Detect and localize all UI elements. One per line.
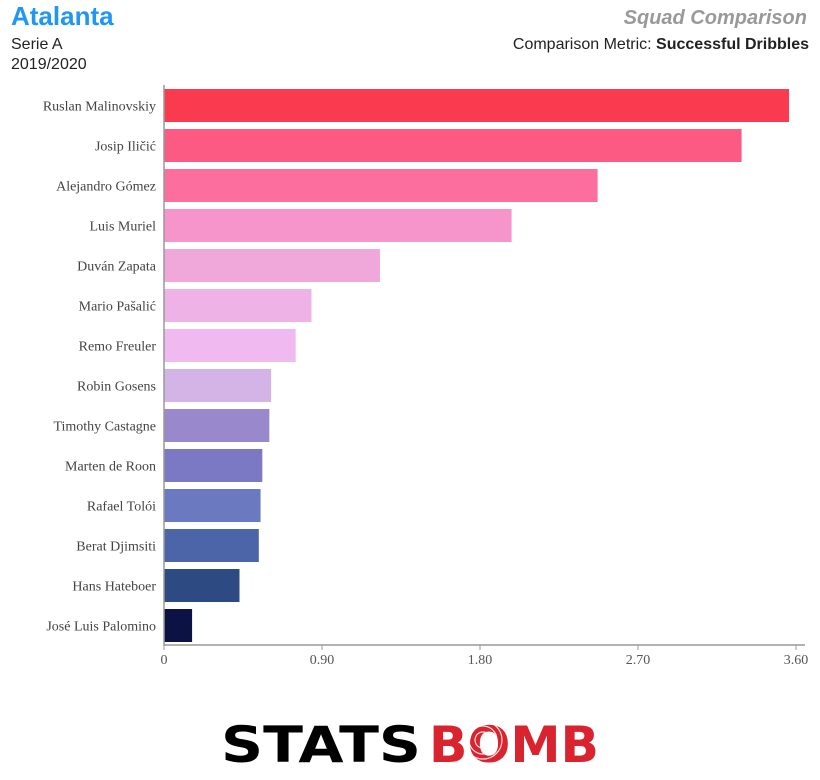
report-title: Squad Comparison [623, 7, 807, 29]
y-tick-label: Berat Djimsiti [76, 540, 156, 555]
bar [164, 569, 240, 602]
bar [164, 169, 598, 202]
x-tick-label: 1.80 [468, 653, 493, 668]
y-tick-label: Robin Gosens [77, 380, 156, 395]
metric-line: Comparison Metric: Successful Dribbles [513, 36, 809, 54]
y-tick-label: Ruslan Malinovskiy [43, 100, 156, 115]
y-tick-label: Marten de Roon [65, 460, 156, 475]
metric-label: Comparison Metric: [512, 36, 652, 53]
team-name: Atalanta [11, 1, 114, 31]
y-tick-label: Mario Pašalić [79, 300, 156, 315]
y-tick-labels: Ruslan Malinovskiy Josip Iličić Alejandro … [43, 100, 157, 635]
x-tick-label: 0.90 [310, 653, 335, 668]
y-tick-label: José Luis Palomino [46, 620, 156, 635]
bar [164, 329, 296, 362]
bar [164, 289, 312, 322]
y-tick-label: Rafael Tolói [87, 500, 156, 515]
x-tick-label: 2.70 [626, 653, 651, 668]
y-tick-label: Luis Muriel [90, 220, 157, 235]
bomb-target-icon [463, 720, 503, 760]
bars-group [164, 89, 789, 642]
bar [164, 209, 512, 242]
y-tick-label: Hans Hateboer [72, 580, 156, 595]
bar [164, 89, 789, 122]
bar-chart: Ruslan Malinovskiy Josip Iličić Alejandro … [43, 85, 809, 668]
statsbomb-logo: STATS BOMB [221, 716, 599, 770]
bar [164, 489, 261, 522]
metric-value: Successful Dribbles [656, 36, 809, 53]
bar [164, 529, 259, 562]
bar [164, 369, 272, 402]
y-tick-label: Remo Freuler [79, 340, 157, 355]
logo-text-bomb: BOMB [429, 716, 599, 770]
season-label: 2019/2020 [11, 56, 87, 73]
bar [164, 449, 263, 482]
y-tick-label: Alejandro Gómez [56, 180, 156, 195]
bar [164, 609, 193, 642]
x-tick-label: 0 [161, 653, 168, 668]
logo-text-stats: STATS [221, 716, 421, 770]
bar [164, 249, 380, 282]
y-tick-label: Duván Zapata [77, 260, 157, 275]
y-tick-label: Timothy Castagne [53, 420, 156, 435]
x-ticks-group: 0 0.90 1.80 2.70 3.60 [161, 645, 809, 668]
league-name: Serie A [11, 36, 63, 53]
bar [164, 409, 270, 442]
bar [164, 129, 742, 162]
x-tick-label: 3.60 [784, 653, 809, 668]
y-tick-label: Josip Iličić [95, 140, 156, 155]
